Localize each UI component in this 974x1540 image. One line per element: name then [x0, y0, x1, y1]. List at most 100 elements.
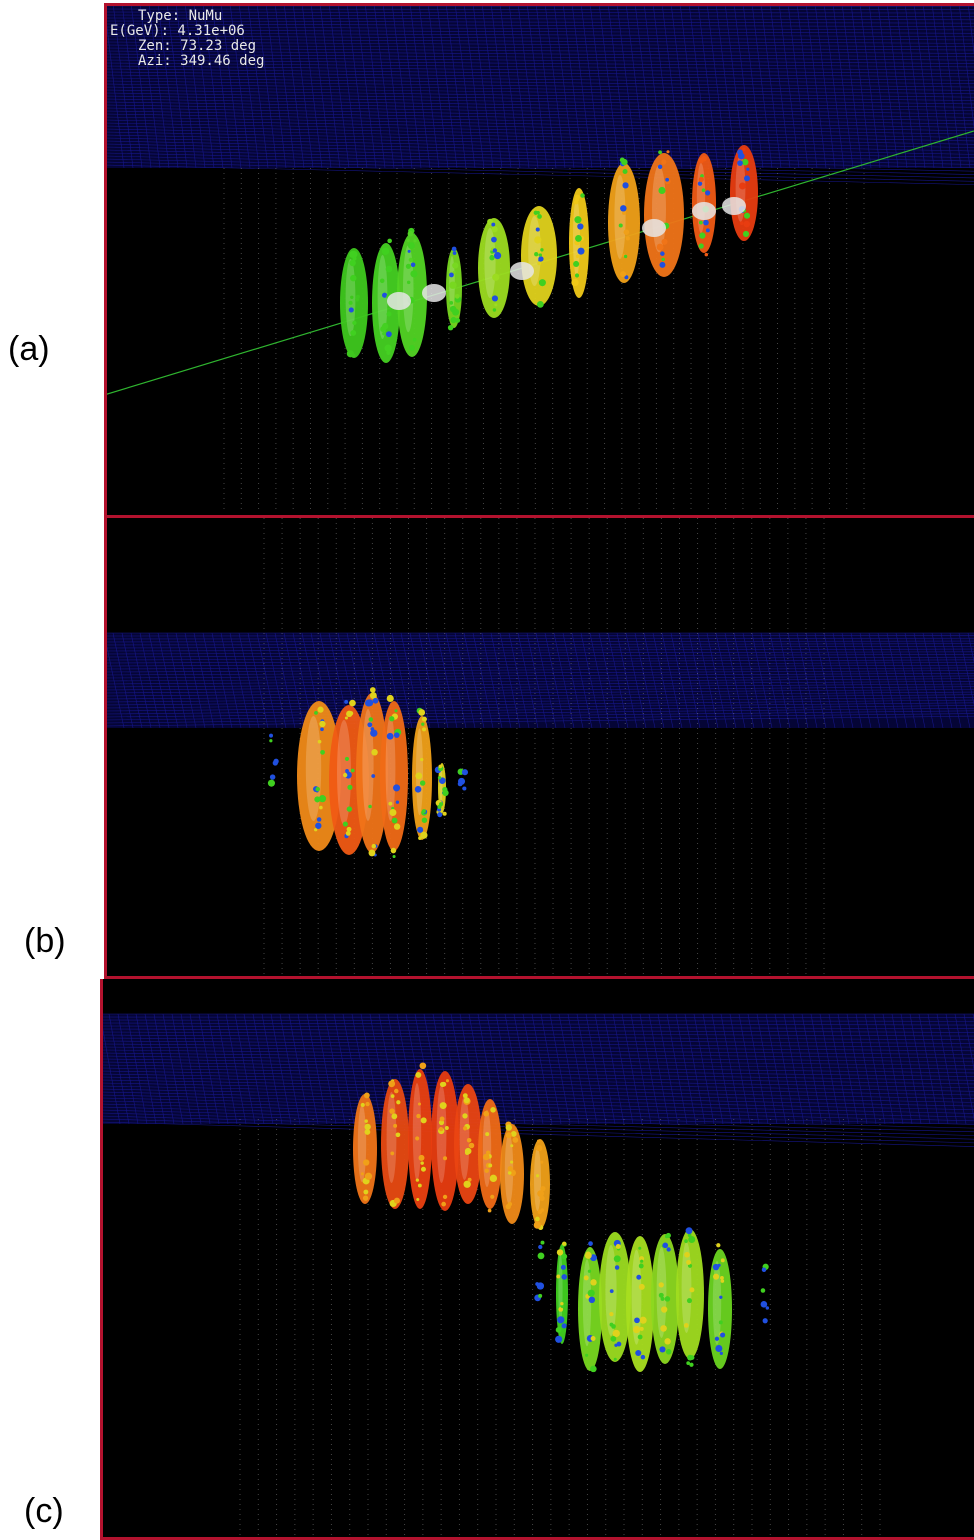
- hit-dot: [393, 823, 401, 830]
- hit-dot: [704, 252, 709, 257]
- hit-dot: [509, 1169, 517, 1177]
- hit-dot: [491, 222, 496, 227]
- hit-dot: [344, 716, 348, 720]
- hit-dot: [406, 280, 411, 285]
- hit-dot: [739, 182, 746, 190]
- hit-dot: [371, 749, 378, 756]
- hit-dot: [389, 809, 397, 817]
- event-display-b: [104, 518, 974, 978]
- hit-dot: [364, 1172, 373, 1180]
- hit-dot: [467, 1177, 472, 1182]
- hit-cluster: [340, 248, 368, 358]
- hit-dot: [455, 318, 461, 323]
- hit-dot: [384, 344, 392, 352]
- event-zenith-text: Zen: 73.23 deg: [138, 38, 257, 54]
- hit-dot: [360, 1172, 364, 1176]
- hit-dot: [540, 1160, 544, 1164]
- hit-dot: [535, 227, 540, 232]
- hit-dot: [539, 1195, 545, 1202]
- hit-dot: [538, 1293, 543, 1298]
- hit-dot: [369, 692, 377, 699]
- panel-label-b: (b): [24, 922, 66, 960]
- hit-cluster: [708, 1249, 732, 1369]
- hit-dot: [379, 278, 385, 284]
- hit-dot: [320, 727, 324, 732]
- hit-dot: [555, 1327, 562, 1333]
- hit-dot: [689, 1287, 695, 1293]
- hit-dot: [364, 1123, 371, 1131]
- hit-dot: [662, 1242, 669, 1249]
- hit-dot: [442, 1156, 448, 1161]
- detector-strings: [263, 518, 825, 978]
- hit-dot: [505, 1132, 512, 1139]
- hit-dot: [442, 811, 447, 816]
- hit-dot: [659, 261, 666, 268]
- hit-dot: [560, 1304, 564, 1308]
- hit-dot: [387, 238, 392, 244]
- hit-dot: [316, 817, 322, 822]
- energy-deposit: [722, 197, 746, 215]
- hit-dot: [538, 279, 546, 287]
- hit-dot: [587, 1269, 592, 1273]
- hit-dot: [534, 252, 539, 257]
- hit-cluster: [608, 163, 640, 283]
- hit-dot: [575, 254, 580, 258]
- hit-dot: [614, 1265, 620, 1270]
- hit-dot: [380, 326, 387, 333]
- hit-dot: [494, 252, 502, 260]
- hit-dot: [659, 1346, 666, 1353]
- hit-dot: [438, 777, 446, 784]
- hit-dot: [697, 181, 703, 186]
- hit-dot: [416, 1198, 420, 1202]
- hit-dot: [364, 1119, 368, 1123]
- hit-dot: [660, 1325, 667, 1332]
- hit-dot: [739, 221, 744, 226]
- hit-dot: [665, 1348, 672, 1355]
- hit-dot: [538, 1282, 544, 1289]
- hit-dot: [540, 248, 544, 252]
- hit-dot: [365, 699, 373, 707]
- hit-dot: [348, 711, 354, 716]
- hit-dot: [269, 774, 276, 780]
- event-info-overlay: Type: NuMu E(GeV): 4.31e+06 Zen: 73.23 deg…: [110, 9, 264, 69]
- hit-dot: [583, 1275, 589, 1281]
- hit-dot: [510, 1160, 514, 1164]
- hit-dot: [420, 757, 424, 762]
- hit-dot: [683, 1323, 689, 1328]
- hit-dot: [512, 1137, 519, 1143]
- hit-dot: [610, 1335, 617, 1342]
- hit-dot: [760, 1300, 768, 1308]
- hit-dot: [664, 1296, 671, 1302]
- hit-dot: [588, 1241, 593, 1246]
- hit-dot: [699, 232, 706, 239]
- hit-dot: [685, 1227, 693, 1235]
- hit-dot: [638, 1283, 645, 1290]
- hit-dot: [737, 160, 743, 166]
- hit-dot: [386, 311, 392, 317]
- hit-dot: [577, 223, 584, 230]
- hit-dot: [540, 1240, 545, 1245]
- hit-cluster: [297, 701, 341, 851]
- hit-dot: [590, 1365, 597, 1373]
- hit-dot: [344, 771, 352, 779]
- hit-dot: [491, 236, 497, 243]
- hit-dot: [491, 295, 499, 302]
- hit-dot: [349, 259, 356, 267]
- event-azimuth-text: Azi: 349.46 deg: [138, 53, 265, 69]
- hit-dot: [344, 699, 349, 704]
- hit-dot: [611, 1324, 616, 1329]
- hit-dot: [561, 1323, 567, 1329]
- hit-dot: [494, 303, 498, 307]
- hit-dot: [483, 1153, 490, 1161]
- hit-dot: [437, 804, 442, 810]
- hit-dot: [571, 278, 579, 287]
- hit-dot: [420, 1166, 426, 1172]
- hit-dot: [537, 1190, 545, 1198]
- hit-dot: [587, 1289, 595, 1297]
- hit-dot: [461, 769, 469, 776]
- hit-dot: [639, 1326, 644, 1331]
- energy-deposit: [642, 219, 666, 237]
- hit-dot: [389, 716, 395, 722]
- hit-dot: [391, 817, 398, 824]
- hit-dot: [386, 732, 394, 740]
